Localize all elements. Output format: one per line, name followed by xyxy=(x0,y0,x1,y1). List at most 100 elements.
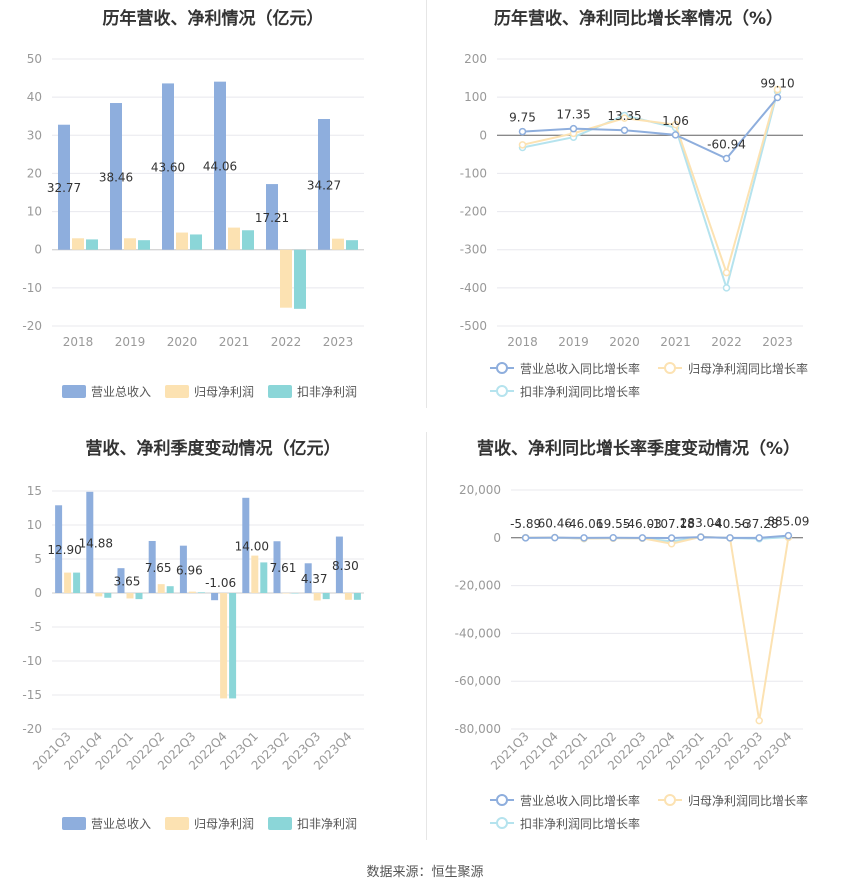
data-label: 7.65 xyxy=(145,561,172,575)
data-label: 60.46 xyxy=(538,517,572,531)
series-point xyxy=(518,141,527,149)
data-label: 12.90 xyxy=(47,543,81,557)
y-tick-label: -20,000 xyxy=(455,579,501,593)
vertical-divider-bottom xyxy=(426,432,427,840)
legend-swatch xyxy=(62,385,86,398)
y-tick-label: -500 xyxy=(460,319,487,333)
data-label: 6.96 xyxy=(176,563,203,577)
data-label: -46.03 xyxy=(623,517,662,531)
series-point xyxy=(697,533,705,541)
bar xyxy=(220,593,228,699)
data-label: 7.61 xyxy=(270,561,297,575)
series-point xyxy=(569,124,578,133)
bar xyxy=(72,238,84,250)
legend-label: 营业总收入 xyxy=(91,817,151,831)
series-point xyxy=(773,93,782,102)
data-label: 3.65 xyxy=(114,575,141,589)
series-point xyxy=(620,114,629,122)
bar xyxy=(353,593,361,600)
y-tick-label: 20 xyxy=(27,166,42,180)
y-tick-label: 100 xyxy=(464,90,487,104)
legend-label: 营业总收入同比增长率 xyxy=(520,793,640,808)
data-label: 38.46 xyxy=(99,170,133,184)
data-label: -60.94 xyxy=(707,138,746,152)
bar xyxy=(148,540,156,593)
legend-swatch-marker xyxy=(496,794,508,806)
chart-annual-panel: 历年营收、净利情况（亿元） -20 -10 0 10 20 30 40 50 32.77 2018… xyxy=(0,0,426,420)
bar xyxy=(346,240,358,250)
bar xyxy=(214,81,226,250)
bar xyxy=(335,536,343,593)
bar xyxy=(117,568,125,593)
y-tick-label: 20,000 xyxy=(459,483,501,497)
bar xyxy=(313,593,321,601)
y-tick-label: -100 xyxy=(460,166,487,180)
data-label: -107.18 xyxy=(648,517,694,531)
data-label: -46.06 xyxy=(565,517,604,531)
y-tick-label: 50 xyxy=(27,52,42,66)
y-tick-label: -10 xyxy=(22,654,42,668)
x-tick-label: 2020 xyxy=(609,335,640,349)
x-tick-label: 2018 xyxy=(507,335,538,349)
chart-quarterly-growth: -80,000 -60,000 -40,000 -20,000 0 20,000 -5.89… xyxy=(455,483,810,831)
series-point xyxy=(722,268,731,277)
bar xyxy=(211,593,219,601)
legend-label: 营业总收入同比增长率 xyxy=(520,361,640,376)
legend-label: 归母净利润同比增长率 xyxy=(688,361,808,376)
y-tick-label: -80,000 xyxy=(455,722,501,736)
vertical-divider-top xyxy=(426,0,427,408)
series-point xyxy=(620,126,629,134)
data-source-note: 数据来源：恒生聚源 xyxy=(366,865,484,880)
bar xyxy=(251,555,259,593)
series-point xyxy=(784,531,793,540)
bar xyxy=(291,593,299,594)
legend-swatch-marker xyxy=(496,817,508,829)
bar xyxy=(332,238,344,250)
legend-swatch xyxy=(268,817,292,830)
bar xyxy=(64,572,72,593)
data-label: 8.30 xyxy=(332,559,359,573)
data-label: 34.27 xyxy=(307,178,341,192)
y-tick-label: -300 xyxy=(460,243,487,257)
bar xyxy=(166,586,174,593)
x-tick-label: 2021 xyxy=(660,335,691,349)
x-tick-label: 2019 xyxy=(115,335,146,349)
legend-label: 归母净利润 xyxy=(194,385,254,399)
chart-title: 历年营收、净利情况（亿元） xyxy=(102,9,324,29)
legend-label: 扣非净利润 xyxy=(297,817,357,831)
series-line xyxy=(522,96,779,160)
bar xyxy=(179,545,187,593)
legend-swatch xyxy=(62,817,86,830)
y-tick-label: -60,000 xyxy=(455,674,501,688)
bar xyxy=(135,593,143,600)
legend-label: 扣非净利润 xyxy=(297,385,357,399)
x-tick-label: 2019 xyxy=(558,335,589,349)
chart-quarterly-panel: 营收、净利季度变动情况（亿元） -20 -15 -10 -5 0 5 10 15 12.90 20… xyxy=(0,430,426,855)
y-tick-label: 10 xyxy=(27,518,42,532)
data-label: 14.88 xyxy=(79,536,113,550)
bar xyxy=(282,593,290,594)
bar xyxy=(318,118,330,250)
y-tick-label: 0 xyxy=(479,128,487,142)
series-point xyxy=(551,533,559,542)
chart-title: 营收、净利季度变动情况（亿元） xyxy=(85,439,341,459)
x-tick-label: 2020 xyxy=(167,335,198,349)
bar xyxy=(294,249,306,309)
x-tick-label: 2021 xyxy=(219,335,250,349)
legend-swatch xyxy=(268,385,292,398)
bar xyxy=(104,593,112,598)
chart-quarterly-growth-panel: 营收、净利同比增长率季度变动情况（%） -80,000 -60,000 -40,00… xyxy=(427,430,850,855)
data-label: 283.04 xyxy=(680,516,722,530)
series-point xyxy=(638,534,647,542)
bar xyxy=(95,593,103,597)
y-tick-label: 15 xyxy=(27,484,42,498)
bar xyxy=(86,491,94,593)
legend-label: 扣非净利润同比增长率 xyxy=(520,816,640,831)
y-tick-label: -200 xyxy=(460,205,487,219)
legend-label: 扣非净利润同比增长率 xyxy=(520,384,640,399)
bar xyxy=(138,240,150,250)
bar xyxy=(304,563,312,593)
legend-swatch xyxy=(165,385,189,398)
y-tick-label: 0 xyxy=(34,586,42,600)
series-point xyxy=(609,534,617,542)
